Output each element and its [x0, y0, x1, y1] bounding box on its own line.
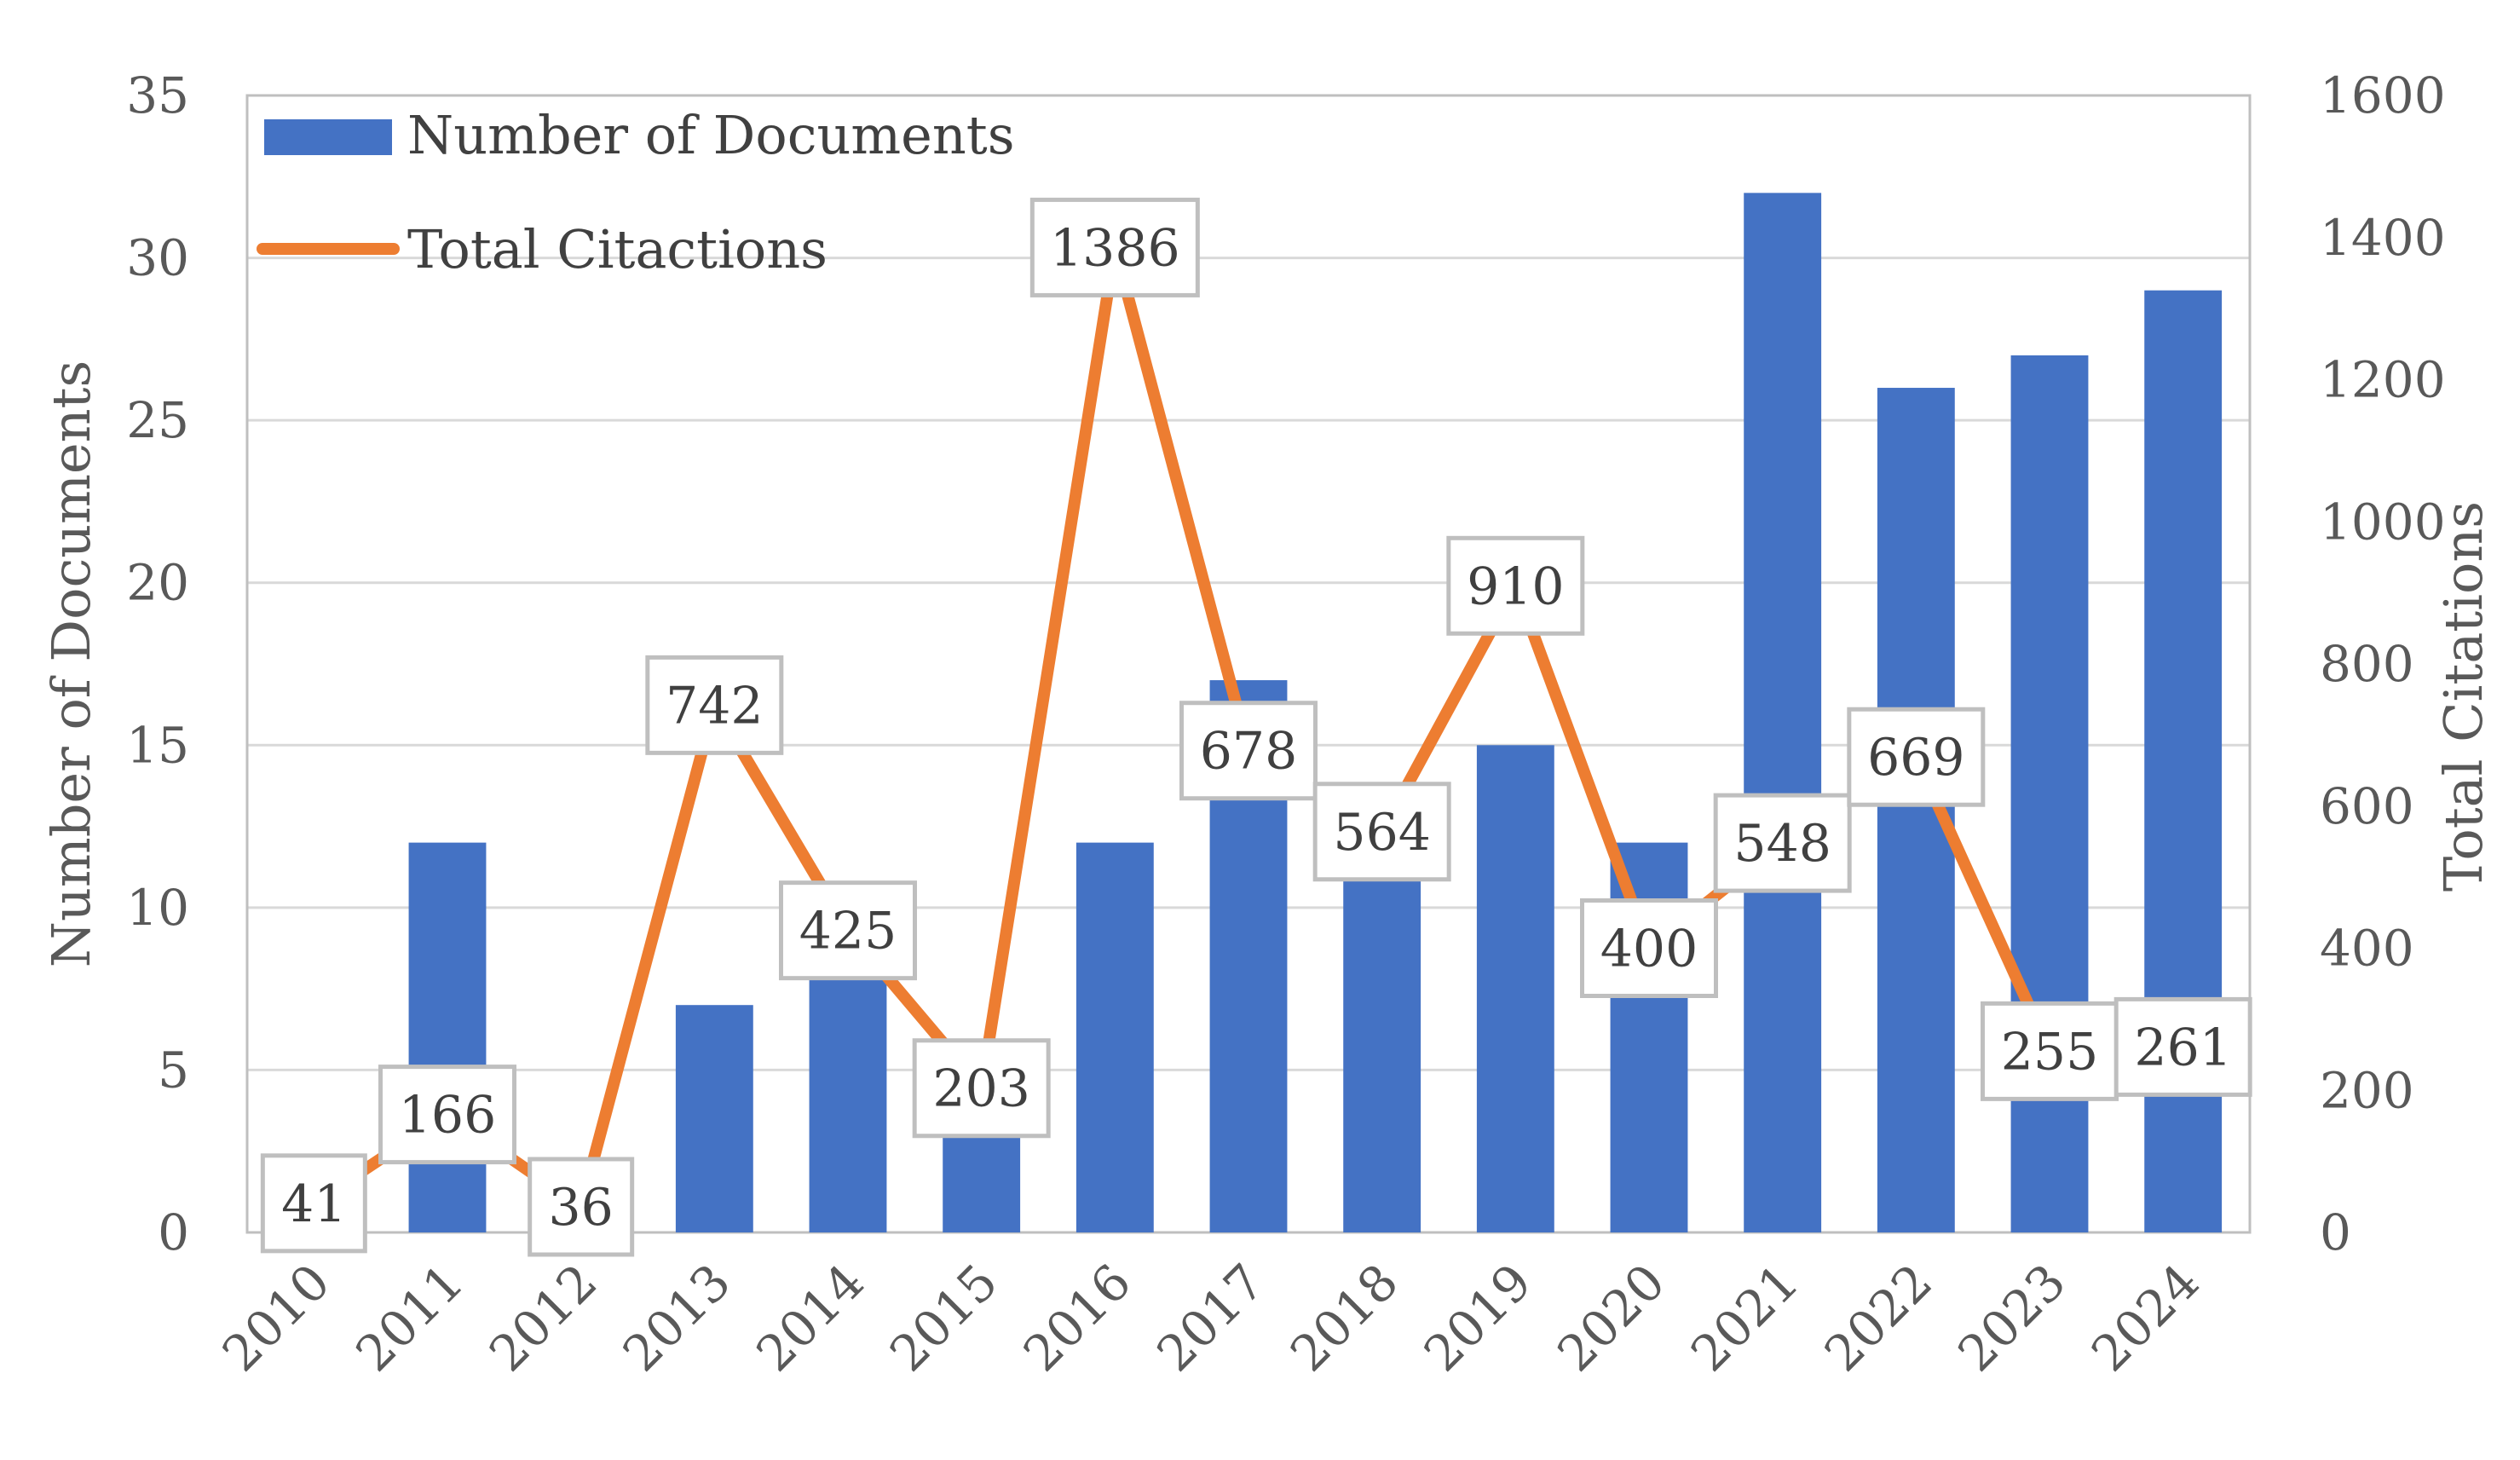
data-label-box-2019 [1446, 535, 1585, 636]
bar-2015 [943, 1134, 1021, 1232]
bar-2013 [675, 1005, 753, 1232]
x-tick-label-2013: 2013 [612, 1253, 741, 1382]
x-tick-label-2022: 2022 [1814, 1253, 1943, 1382]
y-right-tick-label: 0 [2320, 1203, 2351, 1261]
data-label-2010: 41 [281, 1174, 346, 1234]
x-tick-label-2024: 2024 [2080, 1253, 2210, 1382]
y-right-tick-label: 1000 [2320, 493, 2446, 551]
data-label-box-2023 [1981, 1001, 2119, 1101]
bar-2014 [809, 972, 887, 1232]
y-right-tick-label: 800 [2320, 635, 2414, 693]
data-label-box-2017 [1179, 701, 1318, 801]
data-label-2016: 1386 [1050, 218, 1180, 278]
data-label-2013: 742 [666, 676, 764, 736]
data-label-box-2011 [378, 1065, 516, 1165]
data-label-2020: 400 [1600, 920, 1698, 979]
data-label-2021: 548 [1733, 814, 1831, 874]
x-tick-label-2017: 2017 [1145, 1253, 1275, 1382]
data-label-box-2018 [1312, 782, 1451, 882]
data-label-2017: 678 [1200, 722, 1298, 782]
x-tick-label-2023: 2023 [1946, 1253, 2076, 1382]
bar-2018 [1343, 874, 1421, 1232]
y-right-tick-label: 400 [2320, 920, 2414, 978]
x-tick-label-2015: 2015 [879, 1253, 1008, 1382]
y-right-tick-label: 1600 [2320, 66, 2446, 124]
data-label-box-2022 [1847, 707, 1986, 807]
data-label-2024: 261 [2134, 1018, 2232, 1077]
x-tick-label-2014: 2014 [745, 1253, 874, 1382]
y-right-axis-title: Total Citations [2432, 501, 2494, 892]
data-label-box-2021 [1713, 793, 1852, 893]
data-label-box-2020 [1580, 898, 1718, 998]
data-label-box-2010 [260, 1153, 367, 1254]
data-label-2015: 203 [932, 1059, 1030, 1119]
y-left-axis-title: Number of Documents [40, 361, 102, 968]
legend-swatch-documents [264, 119, 392, 155]
bar-2019 [1476, 745, 1554, 1232]
y-left-tick-label: 5 [158, 1041, 189, 1099]
y-left-tick-label: 35 [126, 66, 189, 124]
x-tick-label-2010: 2010 [211, 1253, 341, 1382]
x-tick-label-2019: 2019 [1413, 1253, 1543, 1382]
data-label-2014: 425 [799, 902, 897, 961]
legend-label-documents: Number of Documents [407, 104, 1015, 166]
y-left-tick-label: 30 [126, 229, 189, 287]
data-label-box-2014 [779, 880, 917, 981]
data-label-2022: 669 [1867, 728, 1965, 788]
x-tick-label-2020: 2020 [1546, 1253, 1675, 1382]
data-label-2023: 255 [2001, 1022, 2099, 1082]
x-tick-label-2012: 2012 [478, 1253, 608, 1382]
data-label-box-2016 [1029, 197, 1200, 297]
y-right-tick-label: 200 [2320, 1061, 2414, 1119]
data-label-2011: 166 [399, 1086, 497, 1145]
bar-2021 [1744, 193, 1822, 1232]
data-label-box-2013 [645, 655, 784, 755]
bar-2016 [1075, 842, 1154, 1232]
data-label-2019: 910 [1467, 557, 1565, 616]
x-tick-label-2018: 2018 [1279, 1253, 1409, 1382]
y-left-tick-label: 15 [126, 716, 189, 774]
x-tick-label-2021: 2021 [1680, 1253, 1809, 1382]
data-label-2018: 564 [1333, 803, 1431, 863]
data-label-box-2015 [912, 1038, 1051, 1139]
y-right-tick-label: 600 [2320, 777, 2414, 835]
data-label-box-2024 [2113, 996, 2252, 1097]
y-left-tick-label: 10 [126, 879, 189, 937]
y-left-tick-label: 0 [158, 1203, 189, 1261]
data-label-box-2012 [528, 1157, 635, 1257]
data-label-2012: 36 [548, 1178, 613, 1238]
x-tick-label-2011: 2011 [344, 1253, 474, 1382]
bar-2011 [408, 842, 487, 1232]
y-left-tick-label: 25 [126, 391, 189, 449]
y-left-tick-label: 20 [126, 554, 189, 612]
legend-label-citations: Total Citactions [407, 218, 828, 280]
y-right-tick-label: 1400 [2320, 209, 2446, 267]
x-tick-label-2016: 2016 [1012, 1253, 1142, 1382]
y-right-tick-label: 1200 [2320, 351, 2446, 409]
